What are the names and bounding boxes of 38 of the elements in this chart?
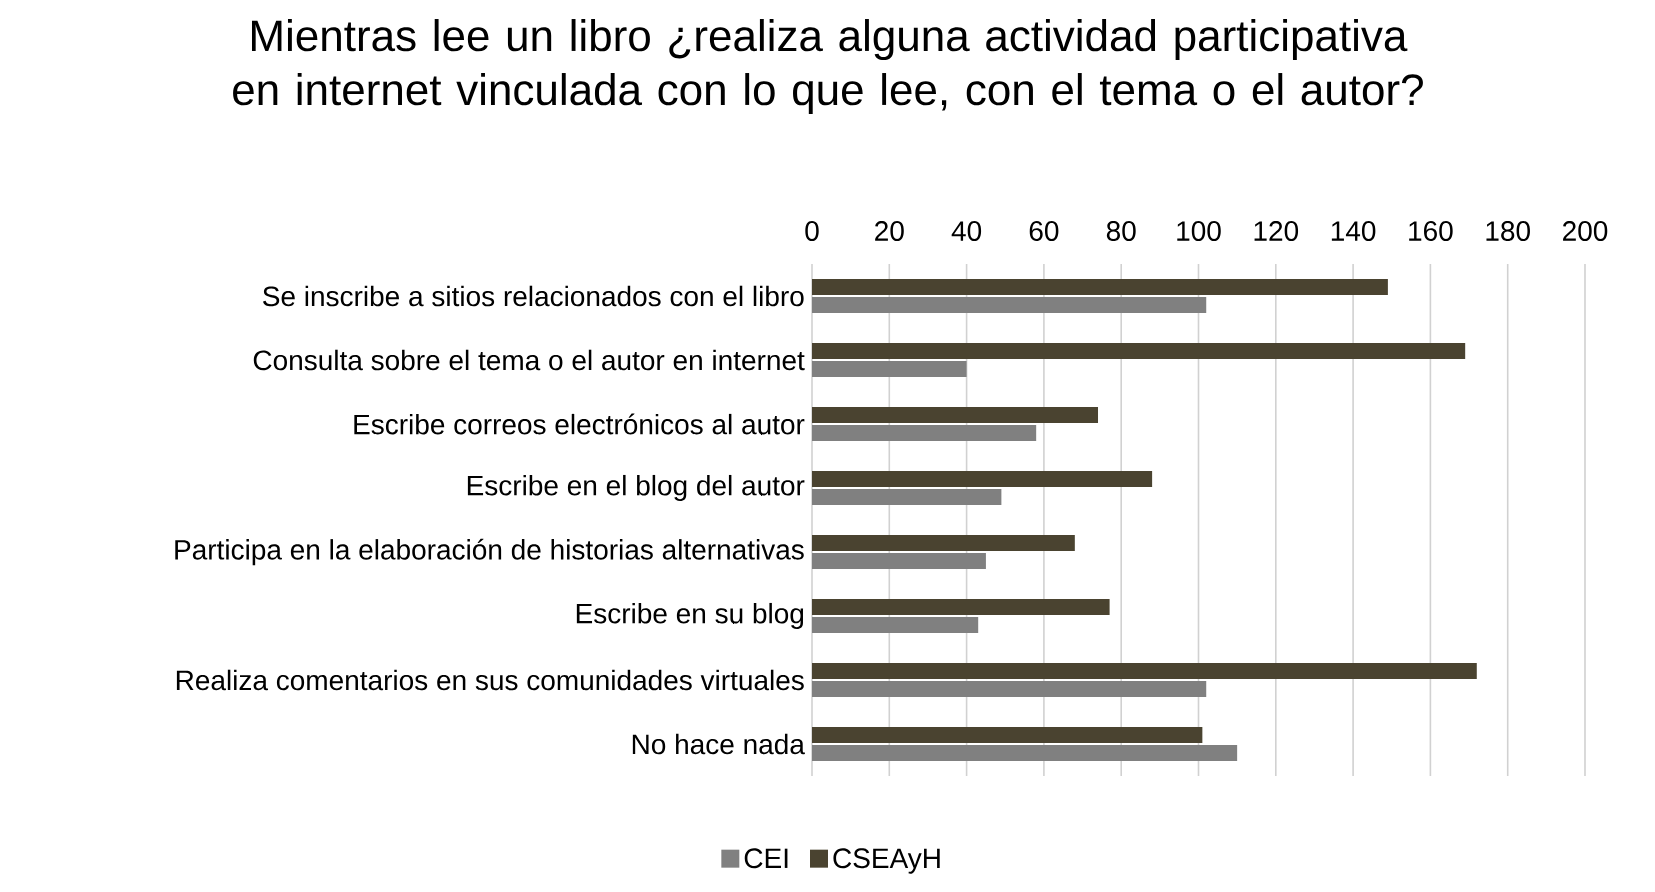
bar	[812, 662, 1477, 679]
bar	[812, 488, 1002, 505]
legend-label: CSEAyH	[833, 848, 940, 874]
x-tick-label: 200	[1563, 221, 1608, 241]
bar	[812, 279, 1388, 295]
bar	[812, 361, 967, 377]
bar	[812, 680, 1207, 697]
y-tick-label: Realiza comentarios en sus comunidades virtuales	[176, 669, 804, 691]
bar	[812, 553, 986, 569]
y-tick-label: Escribe en el blog del autor	[467, 474, 805, 502]
y-tick-label: Consulta sobre el tema o el autor en internet	[253, 349, 805, 371]
x-tick-label: 80	[1106, 221, 1136, 241]
legend-label: CEI	[744, 848, 788, 869]
x-tick-label: 0	[805, 221, 819, 241]
x-tick-label: 20	[875, 221, 904, 241]
bar	[812, 599, 1110, 615]
bar	[812, 534, 1075, 551]
bar	[812, 745, 1238, 761]
bar	[812, 471, 1153, 487]
x-tick-label: 140	[1331, 221, 1376, 241]
bar	[812, 297, 1207, 313]
bar	[812, 425, 1037, 441]
chart-title: Mientras lee un libro ¿realiza alguna actividad participativa en internet vinculada con lo que lee, con el tema o el autor?	[233, 19, 1423, 115]
y-tick-label: Participa en la elaboración de historias alternativas	[175, 538, 804, 566]
bar	[812, 616, 979, 633]
y-tick-label: Se inscribe a sitios relacionados con el libro	[263, 285, 804, 307]
y-tick-label: Escribe en su blog	[576, 602, 804, 630]
x-tick-label: 60	[1029, 221, 1059, 241]
y-tick-label: No hace nada	[632, 733, 805, 755]
bar	[812, 407, 1099, 423]
x-tick-label: 180	[1486, 221, 1530, 241]
x-tick-label: 160	[1409, 221, 1453, 241]
x-tick-label: 120	[1254, 221, 1299, 241]
x-tick-label: 40	[951, 221, 982, 241]
bar	[812, 343, 1466, 359]
x-tick-label: 100	[1177, 221, 1221, 241]
y-tick-label: Escribe correos electrónicos al autor	[354, 413, 805, 435]
bar	[812, 726, 1203, 743]
